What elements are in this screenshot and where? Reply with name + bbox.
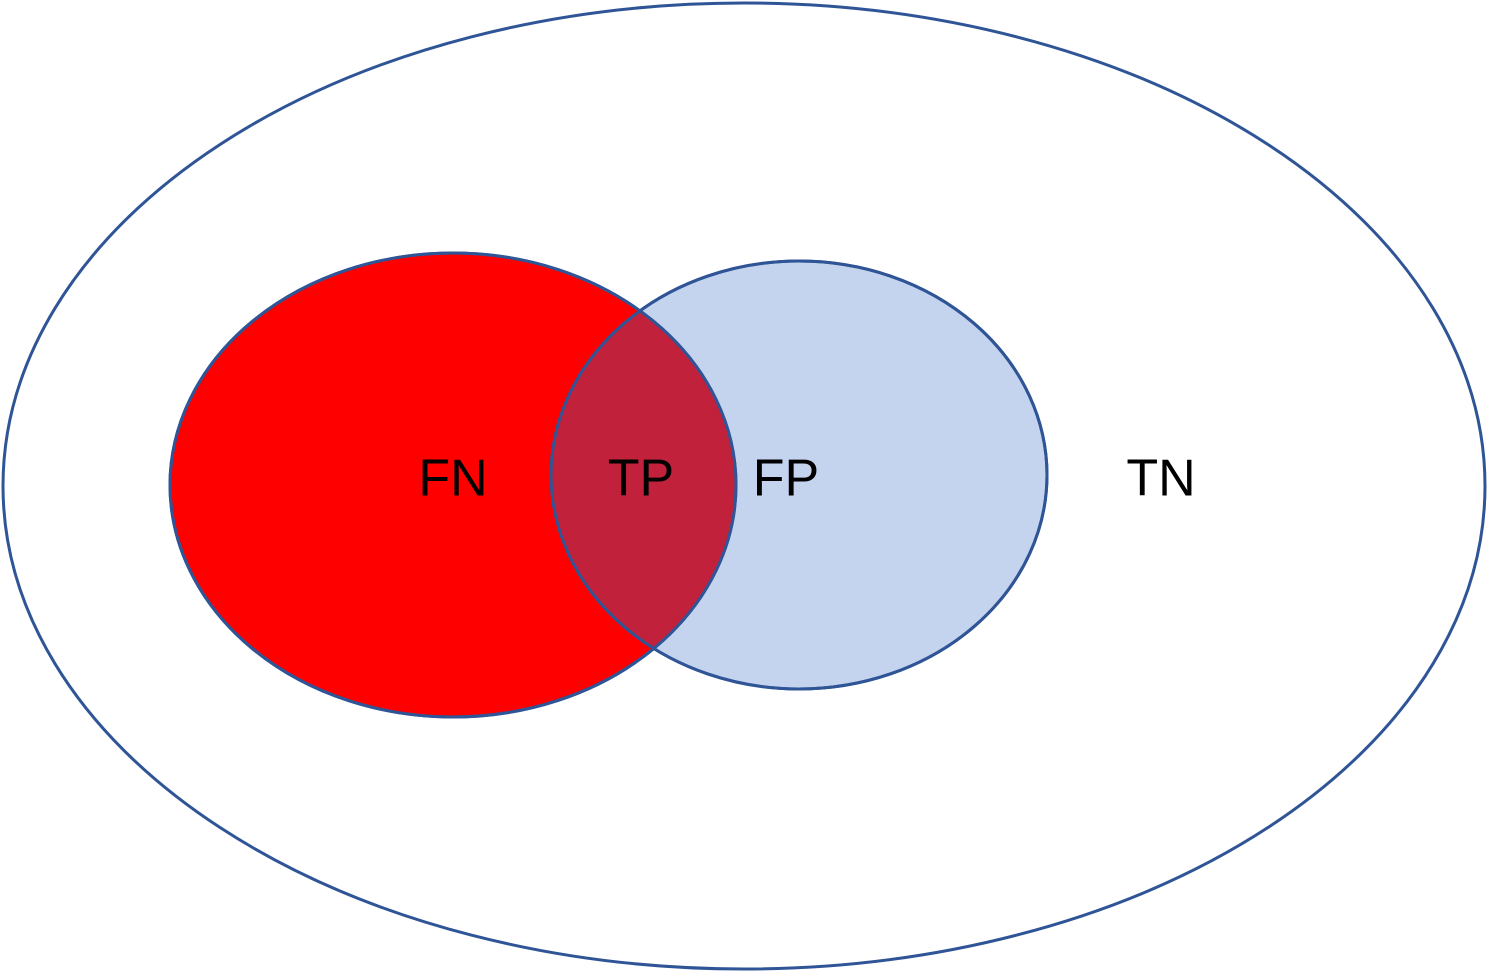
predicted-ellipse-outline: [549, 259, 1049, 691]
label-fp: FP: [753, 450, 819, 508]
label-tp: TP: [608, 450, 674, 508]
label-tn: TN: [1126, 450, 1195, 508]
actual-ellipse-outline: [168, 251, 738, 719]
label-fn: FN: [418, 450, 487, 508]
